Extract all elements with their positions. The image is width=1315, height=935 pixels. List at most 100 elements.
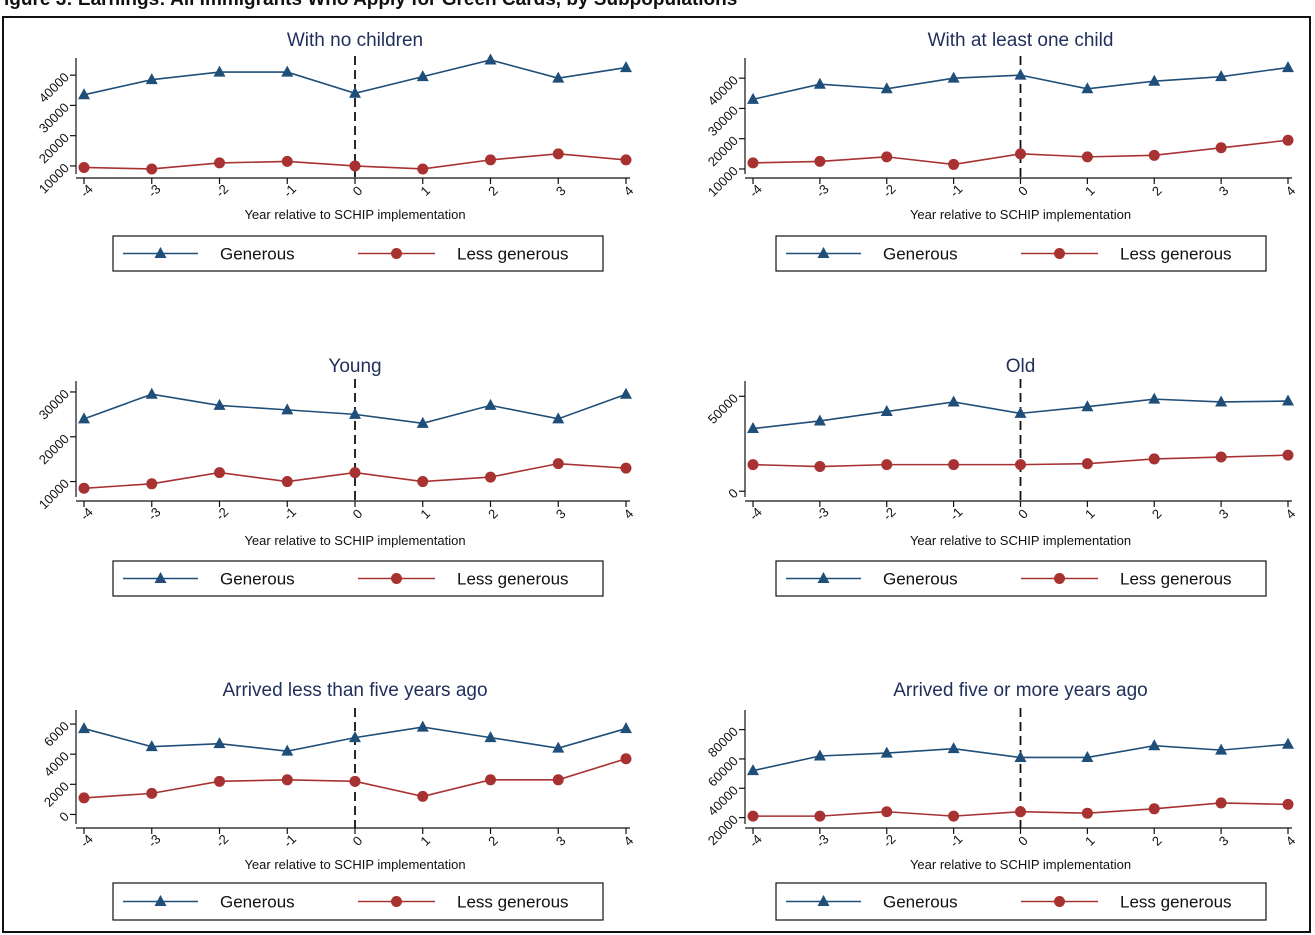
generous-point — [1081, 750, 1094, 762]
x-tick-label: 4 — [1283, 183, 1299, 199]
less-generous-point — [1015, 806, 1026, 818]
generous-point — [213, 737, 226, 749]
x-tick-label: 4 — [621, 183, 637, 199]
x-tick-label: -1 — [280, 831, 299, 850]
legend-swatch-marker — [1054, 248, 1065, 259]
less-generous-point — [948, 158, 960, 170]
legend-label: Less generous — [457, 893, 569, 912]
generous-point — [1148, 392, 1161, 404]
less-generous-point — [349, 775, 361, 787]
less-generous-point — [881, 151, 893, 163]
less-generous-point — [1148, 149, 1160, 161]
x-tick-label: -3 — [145, 831, 164, 850]
generous-point — [1014, 750, 1027, 762]
x-tick-label: 3 — [553, 833, 569, 849]
x-tick-label: 4 — [1283, 833, 1299, 849]
generous-point — [213, 65, 226, 77]
x-axis-label: Year relative to SCHIP implementation — [910, 857, 1131, 872]
x-tick-label: 2 — [1149, 183, 1165, 199]
generous-point — [747, 764, 759, 776]
less-generous-point — [747, 810, 759, 822]
generous-point — [145, 740, 158, 752]
legend: Generous Less generous — [112, 560, 604, 597]
less-generous-point — [620, 753, 632, 765]
x-tick-label: -1 — [947, 181, 966, 200]
legend-swatch-marker — [817, 572, 830, 583]
legend-swatch-marker — [154, 895, 167, 906]
x-tick-label: 0 — [1015, 183, 1031, 199]
generous-point — [747, 422, 759, 434]
less-generous-point — [1081, 807, 1093, 819]
y-tick-label: 0 — [725, 486, 741, 502]
x-tick-label: 1 — [1082, 183, 1098, 199]
less-generous-point — [214, 467, 225, 479]
less-generous-point — [1148, 803, 1160, 815]
generous-point — [813, 749, 826, 761]
legend-label: Generous — [220, 893, 295, 912]
x-tick-label: -4 — [746, 504, 765, 523]
y-tick-label: 6000 — [41, 718, 72, 749]
generous-point — [1282, 61, 1294, 73]
x-tick-label: -2 — [880, 504, 899, 523]
legend-swatch-marker — [1054, 896, 1065, 907]
generous-point — [78, 412, 90, 424]
less-generous-point — [281, 774, 293, 786]
y-tick-label: 10000 — [36, 160, 72, 196]
less-generous-point — [1215, 797, 1227, 809]
generous-point — [1215, 70, 1228, 82]
generous-point — [1282, 737, 1294, 749]
less-generous-point — [78, 792, 90, 804]
x-tick-label: -3 — [813, 831, 832, 850]
x-tick-label: 2 — [485, 833, 501, 849]
generous-point — [484, 731, 497, 743]
x-tick-label: 0 — [1015, 833, 1031, 849]
less-generous-point — [1081, 458, 1093, 470]
less-generous-point — [881, 806, 893, 818]
generous-point — [281, 65, 294, 77]
generous-point — [416, 416, 429, 428]
less-generous-point — [814, 461, 826, 473]
x-axis-label: Year relative to SCHIP implementation — [910, 207, 1131, 222]
generous-point — [484, 398, 497, 410]
y-tick-label: 0 — [56, 809, 72, 825]
x-tick-label: -2 — [213, 504, 232, 523]
y-tick-label: 80000 — [705, 724, 741, 760]
generous-point — [213, 398, 226, 410]
less-generous-point — [281, 476, 293, 488]
generous-point — [552, 741, 565, 753]
generous-point — [747, 92, 759, 104]
x-tick-label: -4 — [746, 831, 765, 850]
x-tick-label: 3 — [553, 183, 569, 199]
less-generous-point — [485, 774, 496, 786]
x-tick-label: -2 — [880, 181, 899, 200]
less-generous-point — [948, 810, 960, 822]
x-axis-label: Year relative to SCHIP implementation — [244, 533, 465, 548]
less-generous-point — [349, 467, 361, 479]
legend-label: Generous — [883, 893, 958, 912]
panel-title: Young — [328, 356, 381, 377]
less-generous-point — [349, 160, 361, 172]
less-generous-point — [552, 774, 564, 786]
x-tick-label: -2 — [213, 181, 232, 200]
generous-point — [1148, 739, 1161, 751]
generous-point — [947, 395, 960, 407]
x-tick-label: -3 — [813, 504, 832, 523]
y-tick-label: 20000 — [36, 431, 72, 467]
y-tick-label: 4000 — [41, 749, 72, 780]
less-generous-point — [1282, 134, 1294, 146]
legend: Generous Less generous — [775, 235, 1267, 272]
x-tick-label: 4 — [1283, 506, 1299, 522]
panel-title: With at least one child — [928, 30, 1114, 51]
less-generous-point — [747, 157, 759, 169]
legend: Generous Less generous — [112, 882, 604, 921]
generous-point — [552, 412, 565, 424]
x-tick-label: 3 — [553, 506, 569, 522]
x-tick-label: 3 — [1216, 833, 1232, 849]
y-tick-label: 10000 — [36, 476, 72, 512]
generous-point — [620, 387, 632, 399]
x-tick-label: -4 — [77, 831, 96, 850]
y-tick-label: 30000 — [36, 386, 72, 422]
chart-panel-2: With at least one child10000200003000040… — [705, 30, 1299, 272]
legend-label: Generous — [220, 245, 295, 264]
